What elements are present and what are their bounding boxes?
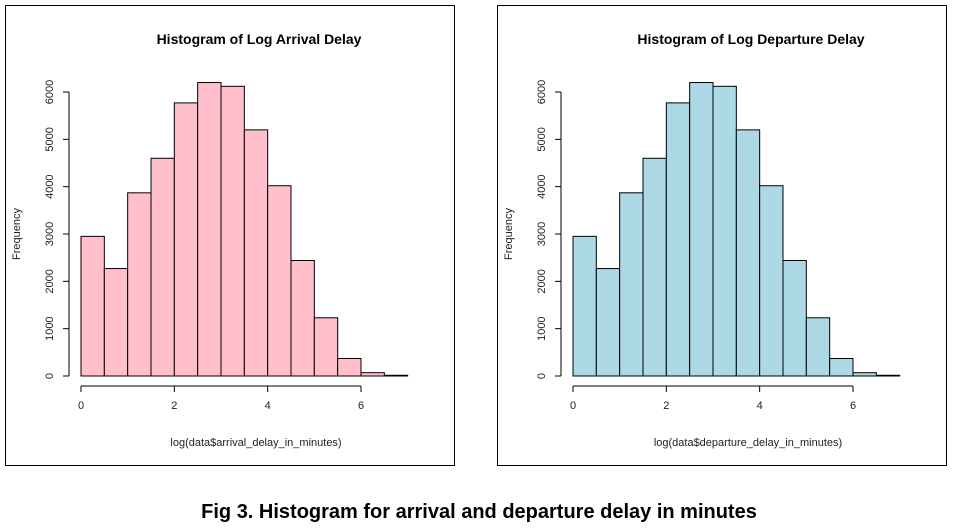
y-tick-label: 6000 — [536, 80, 548, 104]
histogram-bar — [875, 374, 901, 377]
y-tick-label: 6000 — [44, 80, 56, 104]
x-axis-label: log(data$departure_delay_in_minutes) — [654, 437, 842, 449]
x-tick-label: 6 — [850, 400, 856, 412]
histogram-bar — [313, 317, 339, 377]
x-tick-label: 0 — [570, 400, 576, 412]
y-tick-label: 4000 — [536, 174, 548, 198]
histogram-bar — [103, 268, 129, 377]
y-tick-label: 0 — [44, 373, 56, 379]
histogram-bar — [735, 129, 761, 377]
bars — [80, 82, 409, 377]
histogram-bar — [712, 85, 737, 377]
y-tick-label: 3000 — [536, 222, 548, 246]
y-tick-label: 2000 — [44, 269, 56, 293]
x-tick-label: 4 — [757, 400, 763, 412]
histogram-bar — [759, 185, 784, 377]
histogram-bar — [829, 357, 854, 377]
histogram-bar — [782, 260, 807, 377]
y-tick-label: 1000 — [536, 316, 548, 340]
y-tick-label: 4000 — [44, 174, 56, 198]
histogram-bar — [337, 357, 362, 377]
bars — [572, 82, 901, 377]
y-tick-label: 5000 — [536, 127, 548, 151]
chart-title: Histogram of Log Departure Delay — [637, 31, 864, 47]
figure-caption: Fig 3. Histogram for arrival and departu… — [201, 501, 757, 523]
y-tick-label: 1000 — [44, 316, 56, 340]
x-tick-label: 6 — [358, 400, 364, 412]
histogram-bar — [665, 102, 691, 377]
y-axis-label: Frequency — [503, 208, 515, 260]
histogram-bar — [619, 192, 644, 377]
histogram-bar — [290, 260, 315, 377]
histogram-bar — [127, 192, 152, 377]
histogram-bar — [220, 85, 245, 377]
histogram-bar — [150, 157, 175, 377]
histogram-bar — [173, 102, 199, 377]
histogram-bar — [689, 82, 714, 377]
y-tick-label: 5000 — [44, 127, 56, 151]
histogram-bar — [642, 157, 667, 377]
histogram-bar — [243, 129, 269, 377]
x-tick-label: 2 — [663, 400, 669, 412]
departure-histogram-chart: Histogram of Log Departure Delay 0 2 4 6 0 100… — [503, 31, 901, 449]
histogram-bar — [383, 374, 409, 377]
arrival-histogram-panel: Histogram of Log Arrival Delay 0 2 4 6 0 1000 2… — [5, 5, 455, 466]
histogram-bar — [267, 185, 292, 377]
y-tick-label: 0 — [536, 373, 548, 379]
x-tick-label: 2 — [171, 400, 177, 412]
histogram-bar — [360, 372, 385, 377]
histogram-bar — [805, 317, 831, 377]
departure-histogram-panel: Histogram of Log Departure Delay 0 2 4 6 0 100… — [497, 5, 947, 466]
y-tick-label: 3000 — [44, 222, 56, 246]
y-axis-label: Frequency — [11, 208, 23, 260]
histogram-bar — [852, 372, 877, 377]
histogram-bar — [572, 235, 597, 377]
chart-title: Histogram of Log Arrival Delay — [157, 31, 362, 47]
x-axis-label: log(data$arrival_delay_in_minutes) — [170, 437, 341, 449]
histogram-bar — [197, 82, 222, 377]
histogram-bar — [595, 268, 621, 377]
histogram-bar — [80, 235, 105, 377]
x-tick-label: 4 — [265, 400, 271, 412]
x-tick-label: 0 — [78, 400, 84, 412]
arrival-histogram-chart: Histogram of Log Arrival Delay 0 2 4 6 0 1000 2… — [11, 31, 409, 449]
y-tick-label: 2000 — [536, 269, 548, 293]
